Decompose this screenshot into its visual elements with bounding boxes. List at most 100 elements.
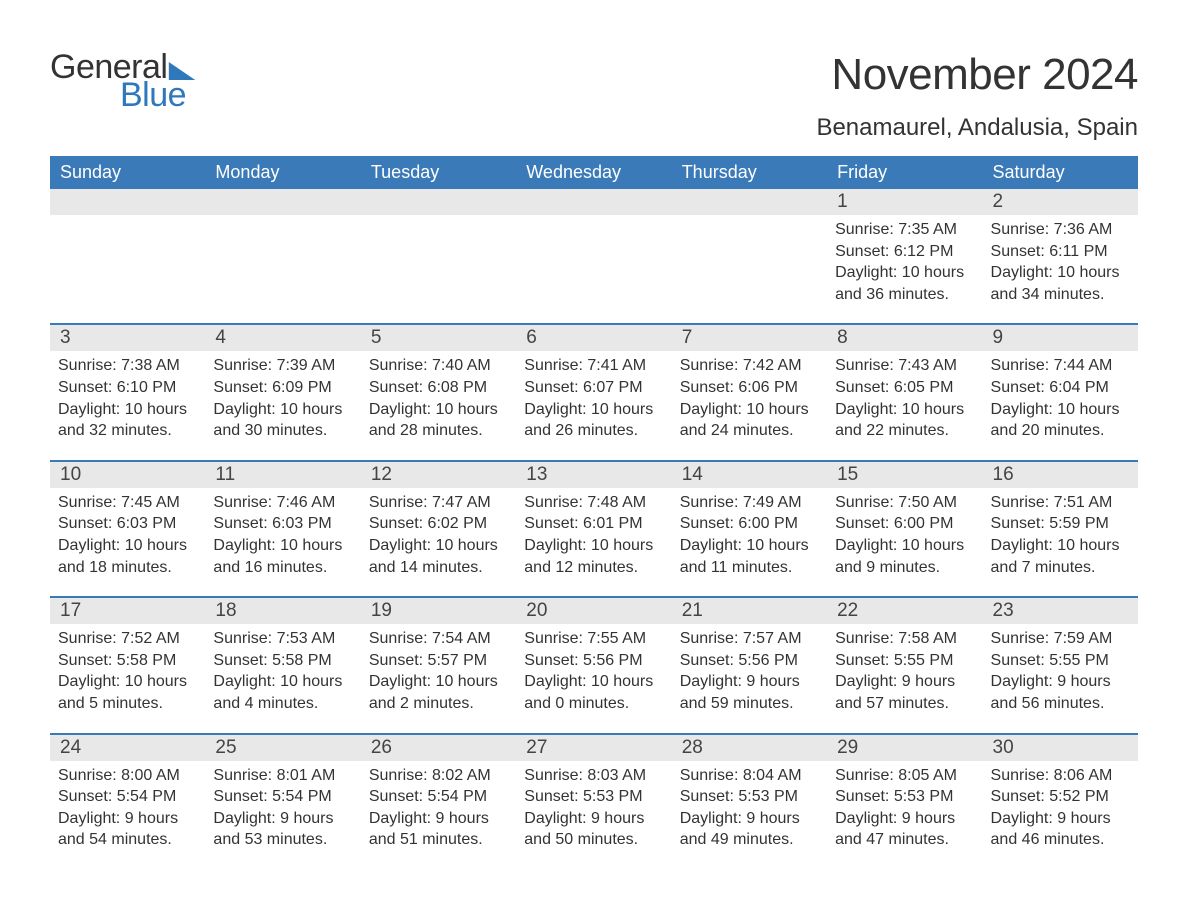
day-line-day2: and 47 minutes. bbox=[835, 829, 974, 851]
calendar-week: 10Sunrise: 7:45 AMSunset: 6:03 PMDayligh… bbox=[50, 460, 1138, 596]
day-number: 13 bbox=[516, 462, 671, 488]
calendar-cell: 16Sunrise: 7:51 AMSunset: 5:59 PMDayligh… bbox=[983, 462, 1138, 596]
day-line-sunset: Sunset: 5:53 PM bbox=[835, 786, 974, 808]
day-number: 19 bbox=[361, 598, 516, 624]
day-line-sunset: Sunset: 6:02 PM bbox=[369, 513, 508, 535]
day-body: Sunrise: 8:03 AMSunset: 5:53 PMDaylight:… bbox=[524, 765, 663, 851]
day-body: Sunrise: 7:58 AMSunset: 5:55 PMDaylight:… bbox=[835, 628, 974, 714]
day-number bbox=[516, 189, 671, 215]
day-line-sunrise: Sunrise: 8:06 AM bbox=[991, 765, 1130, 787]
day-body: Sunrise: 7:40 AMSunset: 6:08 PMDaylight:… bbox=[369, 355, 508, 441]
calendar-cell: 19Sunrise: 7:54 AMSunset: 5:57 PMDayligh… bbox=[361, 598, 516, 732]
day-number: 23 bbox=[983, 598, 1138, 624]
day-line-sunrise: Sunrise: 7:39 AM bbox=[213, 355, 352, 377]
day-line-sunrise: Sunrise: 8:03 AM bbox=[524, 765, 663, 787]
day-line-sunrise: Sunrise: 7:59 AM bbox=[991, 628, 1130, 650]
dow-tuesday: Tuesday bbox=[361, 156, 516, 189]
day-line-sunrise: Sunrise: 7:45 AM bbox=[58, 492, 197, 514]
day-line-sunset: Sunset: 5:54 PM bbox=[213, 786, 352, 808]
day-number: 29 bbox=[827, 735, 982, 761]
day-line-day2: and 57 minutes. bbox=[835, 693, 974, 715]
calendar-cell: 5Sunrise: 7:40 AMSunset: 6:08 PMDaylight… bbox=[361, 325, 516, 459]
day-body: Sunrise: 7:42 AMSunset: 6:06 PMDaylight:… bbox=[680, 355, 819, 441]
day-line-day1: Daylight: 10 hours bbox=[835, 399, 974, 421]
day-body: Sunrise: 7:52 AMSunset: 5:58 PMDaylight:… bbox=[58, 628, 197, 714]
day-body: Sunrise: 7:55 AMSunset: 5:56 PMDaylight:… bbox=[524, 628, 663, 714]
day-body: Sunrise: 8:05 AMSunset: 5:53 PMDaylight:… bbox=[835, 765, 974, 851]
day-line-day1: Daylight: 10 hours bbox=[213, 535, 352, 557]
day-number: 22 bbox=[827, 598, 982, 624]
day-line-sunset: Sunset: 5:53 PM bbox=[524, 786, 663, 808]
day-body: Sunrise: 7:38 AMSunset: 6:10 PMDaylight:… bbox=[58, 355, 197, 441]
day-line-sunrise: Sunrise: 7:50 AM bbox=[835, 492, 974, 514]
day-line-sunrise: Sunrise: 7:44 AM bbox=[991, 355, 1130, 377]
day-number: 7 bbox=[672, 325, 827, 351]
day-line-day2: and 22 minutes. bbox=[835, 420, 974, 442]
day-line-day1: Daylight: 10 hours bbox=[835, 535, 974, 557]
calendar-cell: 22 Sunrise: 7:58 AMSunset: 5:55 PMDayligh… bbox=[827, 598, 982, 732]
day-line-day2: and 24 minutes. bbox=[680, 420, 819, 442]
day-number: 8 bbox=[827, 325, 982, 351]
calendar-week: 3Sunrise: 7:38 AMSunset: 6:10 PMDaylight… bbox=[50, 323, 1138, 459]
day-line-day1: Daylight: 9 hours bbox=[680, 671, 819, 693]
calendar-week: 24Sunrise: 8:00 AMSunset: 5:54 PMDayligh… bbox=[50, 733, 1138, 869]
day-line-sunset: Sunset: 6:05 PM bbox=[835, 377, 974, 399]
calendar-cell: 18Sunrise: 7:53 AMSunset: 5:58 PMDayligh… bbox=[205, 598, 360, 732]
day-number: 25 bbox=[205, 735, 360, 761]
day-line-sunset: Sunset: 6:12 PM bbox=[835, 241, 974, 263]
day-line-sunset: Sunset: 5:58 PM bbox=[213, 650, 352, 672]
day-line-sunset: Sunset: 6:09 PM bbox=[213, 377, 352, 399]
day-body: Sunrise: 7:35 AMSunset: 6:12 PMDaylight:… bbox=[835, 219, 974, 305]
day-line-sunset: Sunset: 6:03 PM bbox=[58, 513, 197, 535]
day-number: 27 bbox=[516, 735, 671, 761]
day-line-sunset: Sunset: 6:03 PM bbox=[213, 513, 352, 535]
day-line-sunset: Sunset: 6:07 PM bbox=[524, 377, 663, 399]
day-line-day1: Daylight: 10 hours bbox=[680, 535, 819, 557]
calendar-week: 1Sunrise: 7:35 AMSunset: 6:12 PMDaylight… bbox=[50, 189, 1138, 323]
day-number bbox=[361, 189, 516, 215]
day-line-sunrise: Sunrise: 8:00 AM bbox=[58, 765, 197, 787]
day-line-day1: Daylight: 10 hours bbox=[991, 535, 1130, 557]
calendar-cell: 1Sunrise: 7:35 AMSunset: 6:12 PMDaylight… bbox=[827, 189, 982, 323]
day-body: Sunrise: 7:53 AMSunset: 5:58 PMDaylight:… bbox=[213, 628, 352, 714]
day-line-day1: Daylight: 10 hours bbox=[58, 671, 197, 693]
day-body: Sunrise: 7:47 AMSunset: 6:02 PMDaylight:… bbox=[369, 492, 508, 578]
day-line-sunrise: Sunrise: 7:53 AM bbox=[213, 628, 352, 650]
day-line-day1: Daylight: 9 hours bbox=[524, 808, 663, 830]
day-body: Sunrise: 7:48 AMSunset: 6:01 PMDaylight:… bbox=[524, 492, 663, 578]
dow-monday: Monday bbox=[205, 156, 360, 189]
day-line-sunset: Sunset: 6:01 PM bbox=[524, 513, 663, 535]
day-line-day1: Daylight: 10 hours bbox=[58, 399, 197, 421]
day-line-day1: Daylight: 10 hours bbox=[369, 535, 508, 557]
day-line-day2: and 9 minutes. bbox=[835, 557, 974, 579]
day-line-day2: and 7 minutes. bbox=[991, 557, 1130, 579]
day-body: Sunrise: 7:49 AMSunset: 6:00 PMDaylight:… bbox=[680, 492, 819, 578]
header: General Blue November 2024 Benamaurel, A… bbox=[50, 50, 1138, 142]
day-line-day1: Daylight: 10 hours bbox=[58, 535, 197, 557]
day-line-sunrise: Sunrise: 7:54 AM bbox=[369, 628, 508, 650]
logo-triangle-icon bbox=[169, 62, 195, 80]
day-line-day1: Daylight: 9 hours bbox=[835, 671, 974, 693]
day-line-day2: and 36 minutes. bbox=[835, 284, 974, 306]
day-line-day2: and 11 minutes. bbox=[680, 557, 819, 579]
day-line-sunset: Sunset: 6:10 PM bbox=[58, 377, 197, 399]
title-block: November 2024 Benamaurel, Andalusia, Spa… bbox=[816, 50, 1138, 142]
calendar-cell: 7 Sunrise: 7:42 AMSunset: 6:06 PMDaylight… bbox=[672, 325, 827, 459]
day-line-day1: Daylight: 10 hours bbox=[991, 262, 1130, 284]
day-body: Sunrise: 7:36 AMSunset: 6:11 PMDaylight:… bbox=[991, 219, 1130, 305]
dow-sunday: Sunday bbox=[50, 156, 205, 189]
day-line-sunset: Sunset: 6:06 PM bbox=[680, 377, 819, 399]
logo: General Blue bbox=[50, 50, 193, 112]
calendar-cell: 24Sunrise: 8:00 AMSunset: 5:54 PMDayligh… bbox=[50, 735, 205, 869]
day-number bbox=[672, 189, 827, 215]
day-number: 26 bbox=[361, 735, 516, 761]
day-line-day1: Daylight: 9 hours bbox=[58, 808, 197, 830]
calendar-cell: 26Sunrise: 8:02 AMSunset: 5:54 PMDayligh… bbox=[361, 735, 516, 869]
day-line-sunrise: Sunrise: 7:41 AM bbox=[524, 355, 663, 377]
day-line-sunrise: Sunrise: 7:42 AM bbox=[680, 355, 819, 377]
day-line-day2: and 51 minutes. bbox=[369, 829, 508, 851]
day-number: 16 bbox=[983, 462, 1138, 488]
day-number: 4 bbox=[205, 325, 360, 351]
day-line-sunrise: Sunrise: 8:01 AM bbox=[213, 765, 352, 787]
day-line-day1: Daylight: 10 hours bbox=[524, 535, 663, 557]
